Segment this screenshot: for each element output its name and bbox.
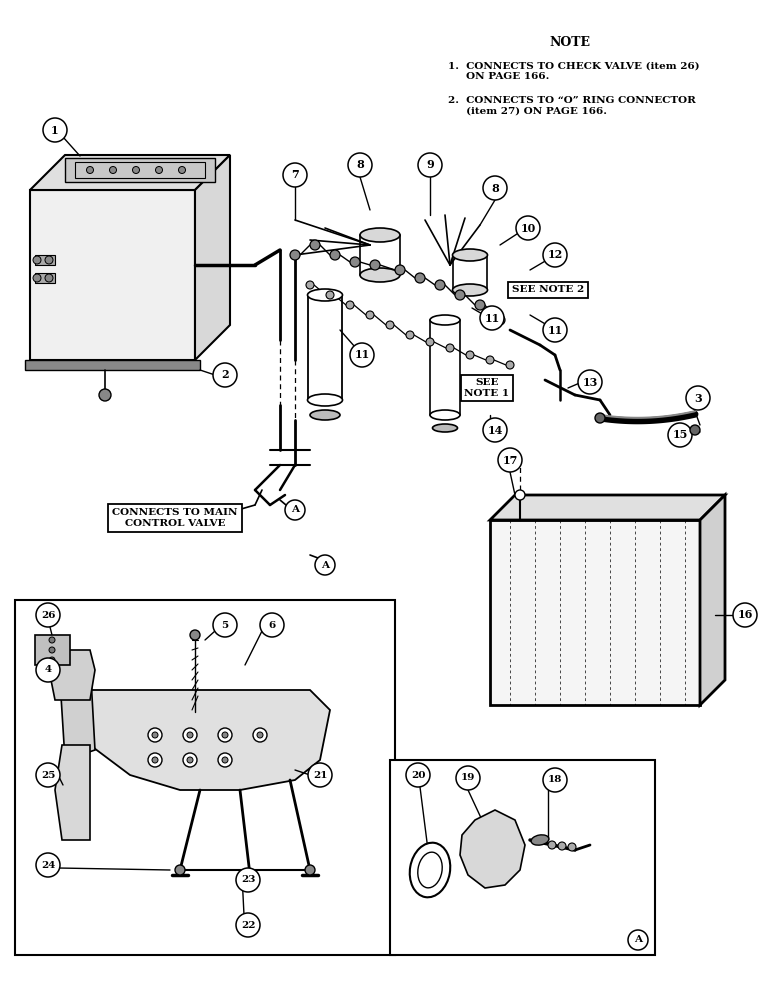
Circle shape [483, 176, 507, 200]
Circle shape [187, 732, 193, 738]
Polygon shape [65, 158, 215, 182]
Circle shape [308, 763, 332, 787]
Text: 11: 11 [547, 324, 563, 336]
Circle shape [435, 280, 445, 290]
Circle shape [218, 728, 232, 742]
Circle shape [257, 732, 263, 738]
Circle shape [175, 865, 185, 875]
Circle shape [190, 630, 200, 640]
Ellipse shape [531, 835, 549, 845]
Polygon shape [490, 495, 725, 520]
Circle shape [310, 240, 320, 250]
Circle shape [506, 361, 514, 369]
Circle shape [183, 728, 197, 742]
Circle shape [213, 613, 237, 637]
Circle shape [486, 356, 494, 364]
Circle shape [43, 118, 67, 142]
Circle shape [548, 841, 556, 849]
Circle shape [498, 448, 522, 472]
Text: 18: 18 [548, 776, 562, 784]
Circle shape [306, 281, 314, 289]
Text: 4: 4 [45, 666, 52, 674]
Text: 1.  CONNECTS TO CHECK VALVE (item 26)
     ON PAGE 166.: 1. CONNECTS TO CHECK VALVE (item 26) ON … [448, 62, 699, 81]
Text: 15: 15 [672, 430, 688, 440]
Circle shape [686, 386, 710, 410]
Circle shape [628, 930, 648, 950]
Ellipse shape [360, 268, 400, 282]
Circle shape [348, 153, 372, 177]
Circle shape [283, 163, 307, 187]
Polygon shape [30, 190, 195, 360]
Circle shape [260, 613, 284, 637]
Text: 19: 19 [461, 774, 476, 782]
Polygon shape [195, 155, 230, 360]
Circle shape [350, 343, 374, 367]
Circle shape [285, 500, 305, 520]
Circle shape [222, 757, 228, 763]
Text: 23: 23 [241, 876, 256, 884]
Circle shape [213, 363, 237, 387]
Circle shape [395, 265, 405, 275]
Circle shape [99, 389, 111, 401]
Circle shape [49, 657, 55, 663]
Circle shape [446, 344, 454, 352]
Circle shape [418, 153, 442, 177]
Circle shape [290, 250, 300, 260]
Text: 2: 2 [222, 369, 229, 380]
Circle shape [483, 418, 507, 442]
Circle shape [110, 166, 117, 174]
Circle shape [480, 306, 504, 330]
Text: 8: 8 [491, 182, 499, 194]
Circle shape [152, 732, 158, 738]
Circle shape [187, 757, 193, 763]
Circle shape [36, 853, 60, 877]
Text: A: A [634, 936, 642, 944]
Text: 1: 1 [51, 124, 59, 135]
Circle shape [415, 273, 425, 283]
Circle shape [386, 321, 394, 329]
Ellipse shape [452, 284, 487, 296]
Circle shape [155, 166, 162, 174]
Text: 13: 13 [582, 376, 598, 387]
Circle shape [236, 868, 260, 892]
Circle shape [178, 166, 185, 174]
Text: 10: 10 [520, 223, 536, 233]
Circle shape [218, 753, 232, 767]
Circle shape [253, 728, 267, 742]
Polygon shape [50, 650, 95, 700]
Polygon shape [60, 690, 330, 790]
Polygon shape [460, 810, 525, 888]
Ellipse shape [410, 843, 450, 897]
Polygon shape [25, 360, 200, 370]
Circle shape [152, 757, 158, 763]
Circle shape [33, 256, 41, 264]
Bar [390, 760, 655, 955]
Text: 22: 22 [241, 920, 256, 930]
Text: SEE NOTE 2: SEE NOTE 2 [512, 286, 584, 294]
Circle shape [733, 603, 757, 627]
Ellipse shape [452, 249, 487, 261]
Text: 24: 24 [41, 860, 55, 869]
Circle shape [406, 331, 414, 339]
Circle shape [455, 290, 465, 300]
Circle shape [690, 425, 700, 435]
Circle shape [543, 318, 567, 342]
Polygon shape [60, 660, 95, 760]
Ellipse shape [360, 228, 400, 242]
Circle shape [148, 753, 162, 767]
Circle shape [516, 216, 540, 240]
Polygon shape [35, 635, 70, 665]
Text: 14: 14 [487, 424, 503, 436]
Circle shape [558, 842, 566, 850]
Text: 3: 3 [694, 392, 702, 403]
Polygon shape [55, 745, 90, 840]
Ellipse shape [432, 424, 458, 432]
Text: 5: 5 [222, 620, 229, 630]
Ellipse shape [418, 852, 442, 888]
Text: 21: 21 [313, 770, 327, 780]
Circle shape [33, 274, 41, 282]
Circle shape [86, 166, 93, 174]
Circle shape [466, 351, 474, 359]
Polygon shape [490, 520, 700, 705]
Text: 25: 25 [41, 770, 55, 780]
